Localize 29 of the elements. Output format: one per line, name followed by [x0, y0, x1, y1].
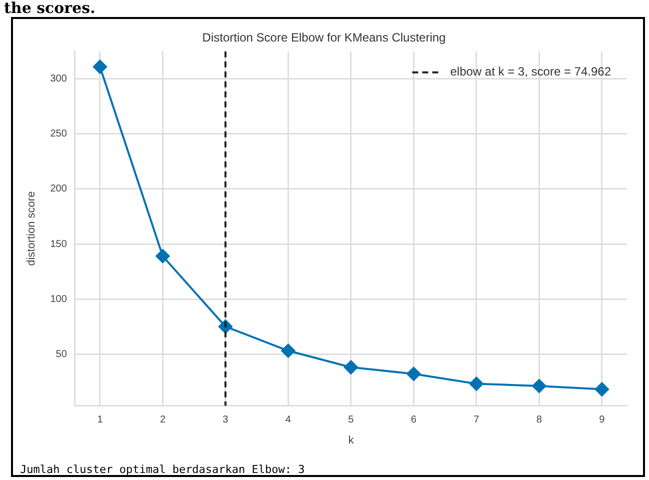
point [469, 376, 484, 391]
x-tick-label: 8 [536, 414, 542, 426]
point [532, 378, 546, 393]
y-tick-label: 300 [50, 74, 68, 85]
point [156, 249, 170, 264]
y-axis-title: distortion score [26, 191, 38, 266]
x-tick-label: 2 [160, 414, 166, 426]
x-tick-label: 4 [285, 414, 292, 426]
y-tick-label: 50 [56, 348, 68, 360]
text: Jumlah cluster optimal berdasarkan Elbow: 3 [20, 463, 305, 476]
x-tick-label: 3 [222, 414, 229, 426]
point [594, 382, 609, 396]
y-tick-label: 150 [50, 238, 68, 250]
point [406, 366, 421, 381]
x-tick-label: 6 [410, 414, 417, 426]
text: the scores. [4, 0, 96, 17]
x-tick-label: 1 [97, 414, 104, 426]
point [281, 344, 296, 358]
y-tick-label: 250 [50, 128, 68, 140]
x-tick-label: 5 [348, 414, 354, 426]
point [344, 360, 358, 374]
y-tick-label: 100 [50, 294, 68, 305]
x-tick-label: 7 [474, 414, 480, 426]
x-tick-label: 9 [599, 414, 606, 426]
x-axis-title: k [348, 434, 354, 446]
y-tick-label: 200 [50, 184, 68, 195]
point [92, 60, 107, 74]
chart-title: Distortion Score Elbow for KMeans Clustering [202, 30, 446, 45]
ref-line-label: elbow at k = 3, score = 74.962 [450, 64, 612, 79]
